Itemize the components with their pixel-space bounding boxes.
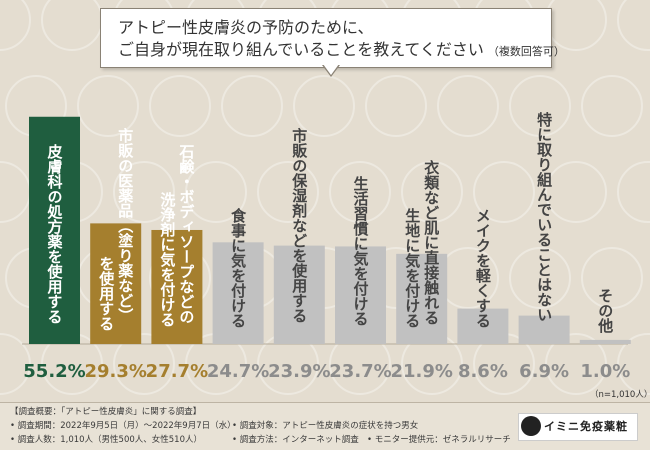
category-label: 生地に気を付ける <box>403 207 421 328</box>
bar <box>579 339 631 344</box>
value-label: 6.9% <box>519 361 569 382</box>
value-label: 21.9% <box>390 361 452 382</box>
survey-title: 【調査概要：「アトピー性皮膚炎」に関する調査】 <box>10 407 202 417</box>
value-label: 27.7% <box>146 361 208 382</box>
category-label: 生活習慣に気を付ける <box>352 175 370 326</box>
pattern-circle <box>617 161 650 223</box>
pattern-circle <box>437 75 499 137</box>
bar-chart: 皮膚科の処方薬を使用する 55.2% 市販の医薬品（塗り薬など）を使用する 29.3%… <box>22 111 631 382</box>
pattern-circle <box>617 0 650 51</box>
pattern-circle <box>401 161 463 223</box>
value-label: 1.0% <box>580 361 630 382</box>
value-label: 23.9% <box>268 361 330 382</box>
bar <box>273 245 325 344</box>
logo-text: イミニ免疫薬粧 <box>544 420 628 433</box>
bar <box>335 246 386 344</box>
pattern-circle <box>473 161 535 223</box>
pattern-circle <box>0 333 31 395</box>
bubble-tail-inner <box>323 64 339 75</box>
pattern-circle <box>77 75 139 137</box>
survey-provider: • モニター提供元：ゼネラルリサーチ <box>367 435 511 445</box>
pattern-circle <box>581 75 643 137</box>
pattern-circle <box>581 247 643 309</box>
survey-people: • 調査人数：1,010人（男性500人、女性510人） <box>10 435 202 445</box>
pattern-circle <box>329 161 391 223</box>
value-label: 24.7% <box>207 361 269 382</box>
pattern-circle <box>509 75 571 137</box>
pattern-circle <box>545 333 607 395</box>
question-line-2: ご自身が現在取り組んでいることを教えてください （複数回答可） <box>118 36 565 60</box>
value-label: 8.6% <box>458 361 508 382</box>
bar <box>29 116 80 344</box>
bar <box>396 253 448 344</box>
category-label: 石鹸・ボディソープなどの <box>177 144 195 324</box>
category-label: 市販の医薬品（塗り薬など） <box>116 127 134 323</box>
sample-size-note: （n=1,010人） <box>590 390 650 400</box>
bar <box>457 308 509 344</box>
pattern-circle <box>113 161 175 223</box>
category-label: その他 <box>596 288 614 334</box>
category-label: 市販の保湿剤などを使用する <box>290 127 308 323</box>
pattern-circle <box>185 161 247 223</box>
question-text: ご自身が現在取り組んでいることを教えてください <box>118 40 484 59</box>
value-label: 55.2% <box>23 361 85 382</box>
survey-period: • 調査期間：2022年9月5日（月）〜2022年9月7日（水） <box>10 421 236 431</box>
pattern-circle <box>365 75 427 137</box>
bar <box>151 229 203 344</box>
question-bubble <box>100 8 552 68</box>
category-label: 皮膚科の処方薬を使用する <box>46 143 64 324</box>
pattern-circle <box>149 75 211 137</box>
value-label: 23.7% <box>329 361 391 382</box>
category-label: メイクを軽くする <box>474 208 492 328</box>
pattern-circle <box>221 75 283 137</box>
bar <box>212 242 264 344</box>
bar <box>518 315 570 344</box>
bar <box>90 223 142 344</box>
pattern-circle <box>257 161 319 223</box>
category-label: 洗浄剤に気を付ける <box>158 191 176 327</box>
question-note: （複数回答可） <box>487 45 565 58</box>
category-label: 特に取り組んでいることはない <box>535 111 553 322</box>
pattern-circle <box>0 0 31 51</box>
category-label: 食事に気を付ける <box>229 207 247 328</box>
logo-icon <box>521 416 541 436</box>
category-label: を使用する <box>97 256 115 331</box>
pattern-circle <box>113 333 175 395</box>
survey-method: • 調査方法：インターネット調査 <box>232 435 359 445</box>
pattern-circle <box>617 333 650 395</box>
category-label: 衣類など肌に直接触れる <box>422 159 440 325</box>
question-line-1: アトピー性皮膚炎の予防のために、 <box>118 18 374 37</box>
pattern-circle <box>545 161 607 223</box>
value-label: 29.3% <box>84 361 146 382</box>
survey-target: • 調査対象：アトピー性皮膚炎の症状を持つ男女 <box>232 421 419 431</box>
pattern-circle <box>509 247 571 309</box>
